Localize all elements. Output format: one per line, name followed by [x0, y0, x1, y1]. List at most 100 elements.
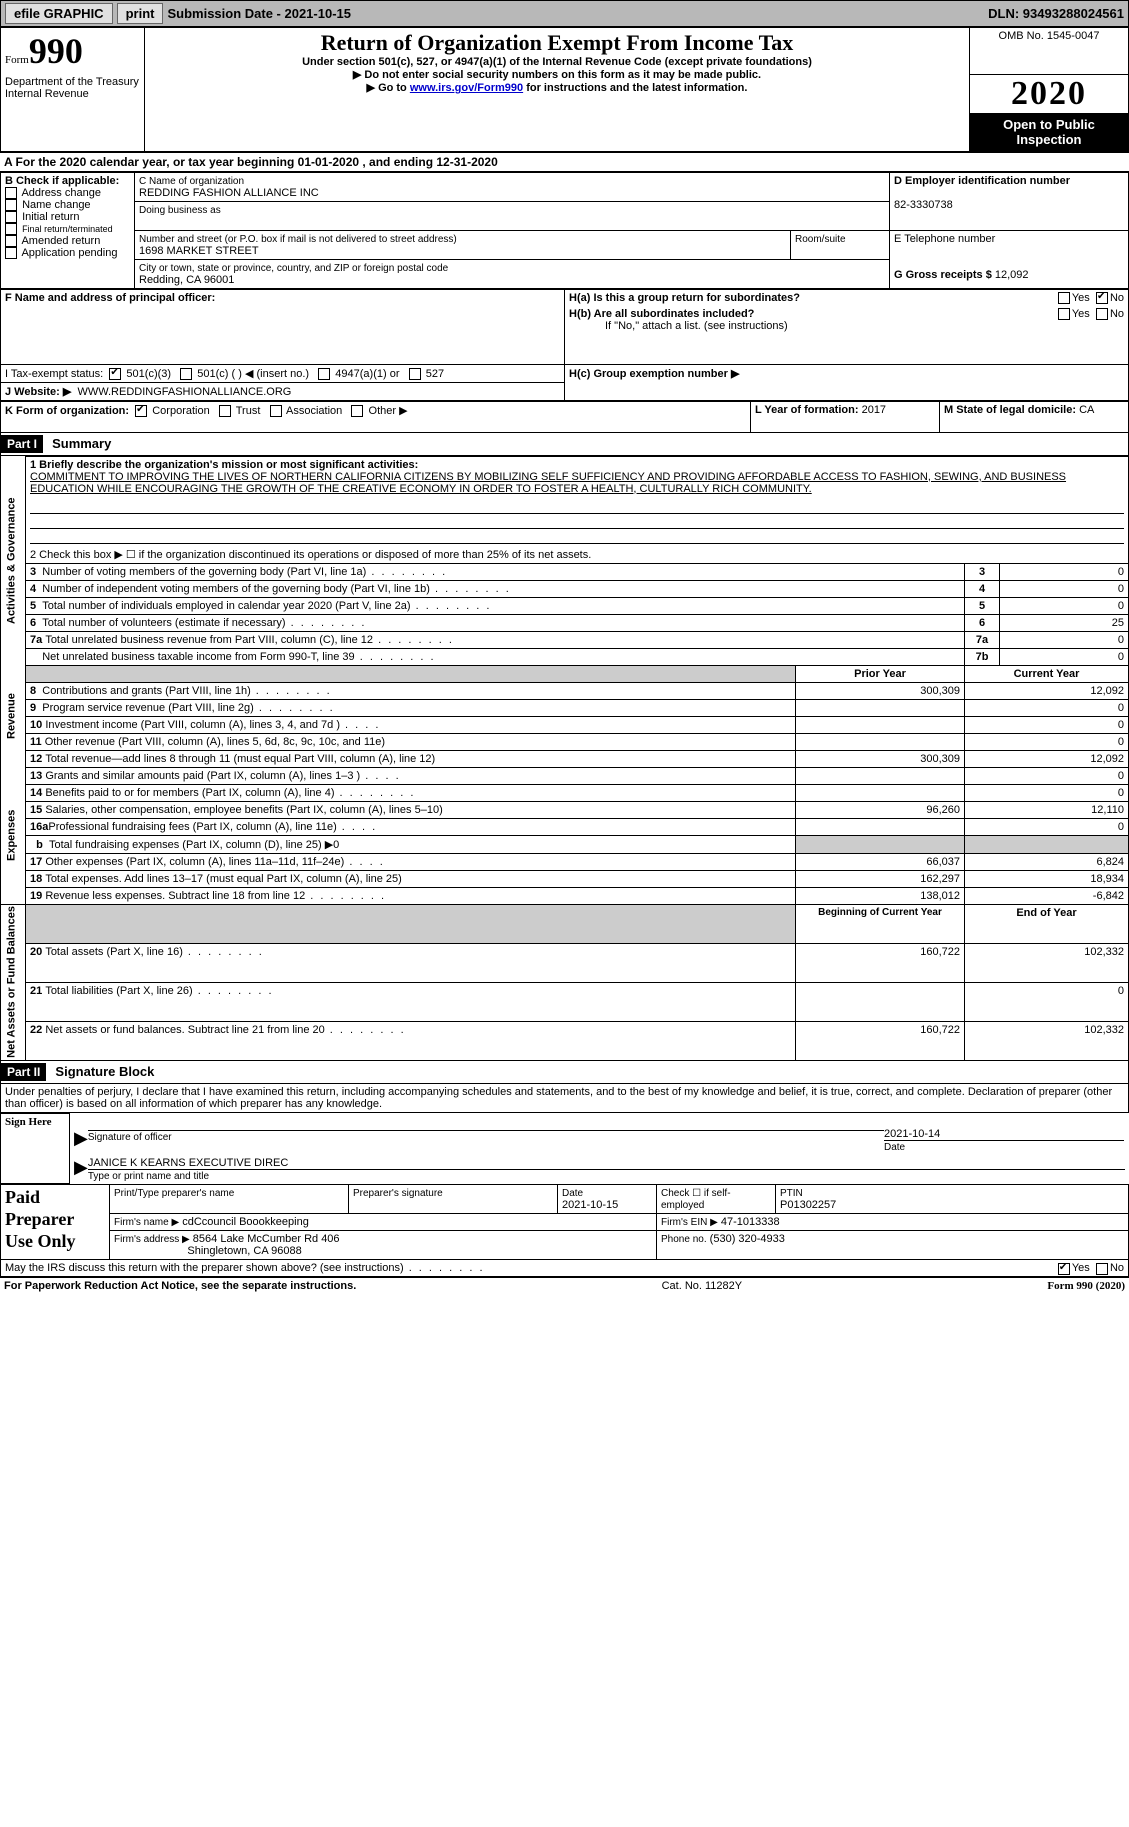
form-subtitle-1: Under section 501(c), 527, or 4947(a)(1)… [149, 56, 965, 68]
checkbox-amended-return[interactable] [5, 235, 17, 247]
tax-year: 2020 [970, 75, 1128, 113]
gov-row: 4 Number of independent voting members o… [1, 580, 1129, 597]
box-c-name-label: C Name of organization [139, 176, 244, 187]
mission-text: COMMITMENT TO IMPROVING THE LIVES OF NOR… [30, 471, 1066, 495]
col-prior: Prior Year [796, 665, 965, 682]
box-b-label: B Check if applicable: [5, 175, 119, 187]
part1-header: Part I [1, 435, 43, 453]
ha-no[interactable] [1096, 292, 1108, 304]
revenue-row: 11 Other revenue (Part VIII, column (A),… [1, 733, 1129, 750]
checkbox-association[interactable] [270, 405, 282, 417]
declaration-text: Under penalties of perjury, I declare th… [0, 1084, 1129, 1113]
box-i-label: I Tax-exempt status: [5, 368, 103, 380]
footer-right: Form 990 (2020) [1047, 1280, 1125, 1292]
checkbox-application-pending[interactable] [5, 247, 17, 259]
checkbox-other[interactable] [351, 405, 363, 417]
box-l-label: L Year of formation: [755, 404, 859, 416]
checkbox-corporation[interactable] [135, 405, 147, 417]
irs-link[interactable]: www.irs.gov/Form990 [410, 82, 523, 94]
expense-row: 17 Other expenses (Part IX, column (A), … [1, 853, 1129, 870]
footer: For Paperwork Reduction Act Notice, see … [0, 1277, 1129, 1294]
footer-mid: Cat. No. 11282Y [662, 1280, 743, 1292]
firm-ein: 47-1013338 [721, 1216, 780, 1228]
city-label: City or town, state or province, country… [139, 263, 448, 274]
street-value: 1698 MARKET STREET [139, 245, 259, 257]
paid-preparer-label: Paid Preparer Use Only [5, 1187, 105, 1252]
vlabel-net: Net Assets or Fund Balances [1, 904, 26, 1061]
checkbox-501c[interactable] [180, 368, 192, 380]
sign-table: Sign Here ▶ Signature of officer 2021-10… [0, 1113, 1129, 1184]
net-row: 21 Total liabilities (Part X, line 26)0 [1, 983, 1129, 1022]
ha-label: H(a) Is this a group return for subordin… [569, 292, 800, 304]
checkbox-final-return[interactable] [5, 223, 17, 235]
gov-row: 5 Total number of individuals employed i… [1, 597, 1129, 614]
expense-row: b Total fundraising expenses (Part IX, c… [1, 835, 1129, 853]
checkbox-4947[interactable] [318, 368, 330, 380]
vlabel-expenses: Expenses [1, 767, 26, 904]
checkbox-name-change[interactable] [5, 199, 17, 211]
dba-label: Doing business as [139, 205, 221, 216]
discuss-no[interactable] [1096, 1263, 1108, 1275]
top-bar: efile GRAPHIC print Submission Date - 20… [0, 0, 1129, 27]
hb-no[interactable] [1096, 308, 1108, 320]
gov-row: 3 Number of voting members of the govern… [1, 563, 1129, 580]
ptin: P01302257 [780, 1199, 836, 1211]
dln: DLN: 93493288024561 [988, 6, 1124, 21]
prep-date: 2021-10-15 [562, 1199, 618, 1211]
summary-table: Activities & Governance 1 Briefly descri… [0, 456, 1129, 1062]
box-j-label: J Website: ▶ [5, 386, 71, 398]
checkbox-527[interactable] [409, 368, 421, 380]
discuss-yes[interactable] [1058, 1263, 1070, 1275]
line1-label: 1 Briefly describe the organization's mi… [30, 459, 418, 471]
firm-name: cdCcouncil Boookkeeping [182, 1216, 309, 1228]
form-subtitle-3: ▶ Go to www.irs.gov/Form990 for instruct… [149, 81, 965, 94]
part2-title: Signature Block [49, 1064, 154, 1079]
org-info-table: B Check if applicable: Address change Na… [0, 172, 1129, 289]
year-formation: 2017 [862, 404, 886, 416]
ein-value: 82-3330738 [894, 199, 953, 211]
tax-year-line: A For the 2020 calendar year, or tax yea… [0, 152, 1129, 172]
discuss-text: May the IRS discuss this return with the… [5, 1262, 485, 1274]
part1-title: Summary [46, 436, 111, 451]
firm-addr: 8564 Lake McCumber Rd 406 [193, 1233, 340, 1245]
form-title: Return of Organization Exempt From Incom… [149, 30, 965, 56]
sign-here-label: Sign Here [1, 1114, 70, 1184]
vlabel-governance: Activities & Governance [1, 456, 26, 665]
gov-row: 6 Total number of volunteers (estimate i… [1, 614, 1129, 631]
form-subtitle-2: ▶ Do not enter social security numbers o… [149, 68, 965, 81]
hb-yes[interactable] [1058, 308, 1070, 320]
form-word: Form [5, 54, 29, 66]
checkbox-initial-return[interactable] [5, 211, 17, 223]
inspection-label: Open to Public Inspection [970, 113, 1128, 151]
col-begin: Beginning of Current Year [796, 904, 965, 943]
omb-number: OMB No. 1545-0047 [970, 28, 1129, 75]
expense-row: 14 Benefits paid to or for members (Part… [1, 784, 1129, 801]
form-number: 990 [29, 31, 83, 71]
print-button[interactable]: print [117, 3, 164, 24]
box-d-label: D Employer identification number [894, 175, 1070, 187]
box-f-label: F Name and address of principal officer: [5, 292, 215, 304]
net-row: 20 Total assets (Part X, line 16)160,722… [1, 943, 1129, 982]
box-m-label: M State of legal domicile: [944, 404, 1076, 416]
hb-note: If "No," attach a list. (see instruction… [605, 320, 1124, 332]
expense-row: 15 Salaries, other compensation, employe… [1, 801, 1129, 818]
ha-yes[interactable] [1058, 292, 1070, 304]
gov-row: Net unrelated business taxable income fr… [1, 648, 1129, 665]
line2-text: 2 Check this box ▶ ☐ if the organization… [26, 546, 1129, 564]
checkbox-trust[interactable] [219, 405, 231, 417]
checkbox-address-change[interactable] [5, 187, 17, 199]
box-k-label: K Form of organization: [5, 405, 129, 417]
part2-header: Part II [1, 1063, 46, 1081]
expense-row: 19 Revenue less expenses. Subtract line … [1, 887, 1129, 904]
room-label: Room/suite [795, 234, 846, 245]
net-row: 22 Net assets or fund balances. Subtract… [1, 1022, 1129, 1061]
checkbox-501c3[interactable] [109, 368, 121, 380]
expense-row: 16aProfessional fundraising fees (Part I… [1, 818, 1129, 835]
form-header: Form990 Return of Organization Exempt Fr… [0, 27, 1129, 152]
form-org-table: K Form of organization: Corporation Trus… [0, 401, 1129, 433]
hc-label: H(c) Group exemption number ▶ [569, 368, 739, 380]
firm-city: Shingletown, CA 96088 [187, 1245, 301, 1257]
box-e-label: E Telephone number [894, 233, 995, 245]
paid-preparer-table: Paid Preparer Use Only Print/Type prepar… [0, 1184, 1129, 1260]
vlabel-revenue: Revenue [1, 665, 26, 767]
